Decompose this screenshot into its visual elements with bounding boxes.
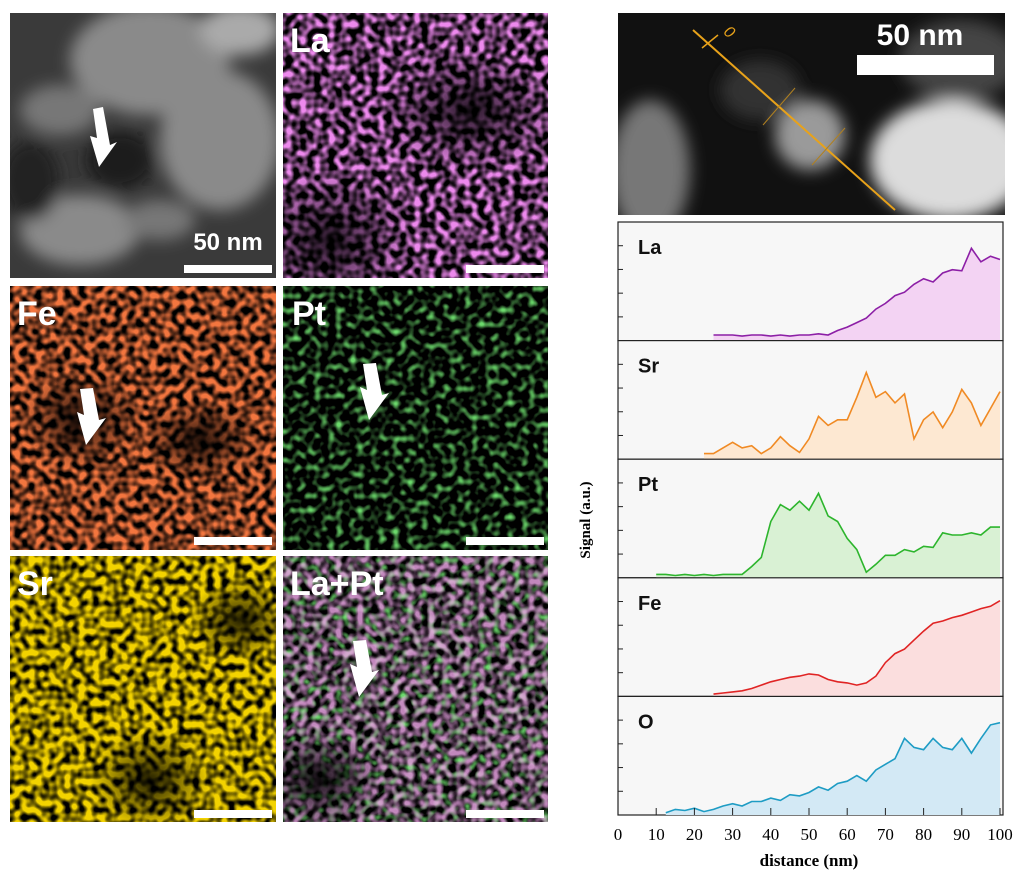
x-tick-label: 0 (614, 825, 623, 844)
map-label: Sr (17, 565, 53, 603)
scale-bar (466, 537, 544, 545)
scale-bar (184, 265, 272, 273)
x-tick-label: 20 (686, 825, 703, 844)
map-fe: Fe (10, 286, 276, 550)
x-tick-label: 40 (762, 825, 779, 844)
map-la-pt: La+Pt (260, 556, 548, 830)
scale-bar (466, 265, 544, 273)
x-tick-label: 90 (953, 825, 970, 844)
x-tick-label: 50 (801, 825, 818, 844)
scale-bar-label: 50 nm (193, 229, 262, 256)
x-tick-label: 30 (724, 825, 741, 844)
x-tick-label: 70 (877, 825, 894, 844)
series-label: Pt (638, 474, 658, 496)
map-sr: Sr (10, 556, 290, 830)
series-label: La (638, 237, 662, 259)
map-label: La (290, 22, 331, 60)
scale-bar (857, 55, 994, 75)
map-label: Pt (292, 295, 326, 333)
scale-bar-label: 50 nm (877, 19, 964, 52)
scale-bar (194, 810, 272, 818)
haadf-image: 50 nm (0, 5, 280, 278)
map-label: La+Pt (290, 565, 384, 603)
x-tick-label: 80 (915, 825, 932, 844)
y-axis-label: Signal (a.u.) (578, 481, 594, 558)
x-tick-label: 60 (839, 825, 856, 844)
map-pt: Pt (283, 286, 548, 550)
x-tick-label: 100 (987, 825, 1013, 844)
map-la: La (250, 13, 560, 310)
series-label: Fe (638, 593, 661, 615)
scale-bar (194, 537, 272, 545)
x-axis-label: distance (nm) (760, 851, 859, 870)
series-label: Sr (638, 356, 659, 378)
stem-image: 0 50 nm (610, 13, 1023, 240)
figure: 50 nm La Fe Pt Sr (0, 0, 1023, 874)
line-profile-chart: Signal (a.u.) distance (nm) La Sr Pt Fe O 0 10… (578, 222, 1013, 870)
map-label: Fe (17, 295, 57, 333)
scale-bar (466, 810, 544, 818)
series-label: O (638, 711, 654, 733)
x-tick-label: 10 (648, 825, 665, 844)
